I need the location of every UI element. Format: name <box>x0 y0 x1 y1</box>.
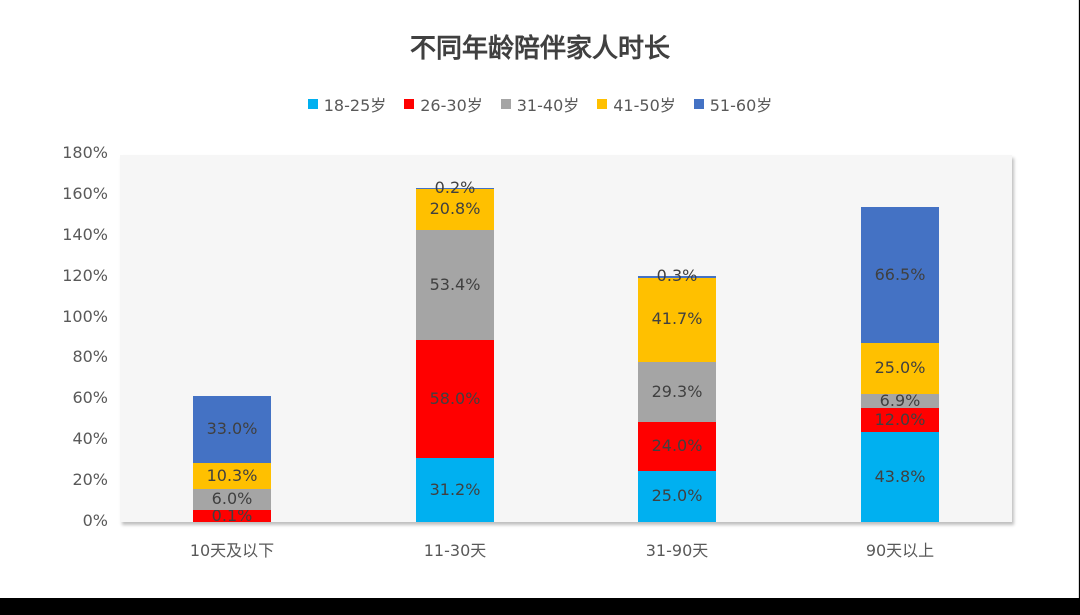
bar-segment <box>861 407 939 433</box>
legend-swatch-icon <box>404 99 415 109</box>
legend-swatch-icon <box>500 99 511 109</box>
bar-segment <box>416 187 494 190</box>
x-tick-label: 11-30天 <box>423 541 487 560</box>
bar-segment <box>416 187 494 231</box>
y-tick-label: 20% <box>72 470 108 490</box>
data-label: 66.5% <box>874 264 926 284</box>
data-label: 10.3% <box>206 465 258 485</box>
data-label: 43.8% <box>874 467 926 487</box>
legend-item: 51-60岁 <box>693 92 773 116</box>
legend-swatch-icon <box>693 99 704 109</box>
bar-segment <box>861 206 939 343</box>
legend: 18-25岁 26-30岁 31-40岁 41-50岁 51-60岁 <box>0 92 1080 116</box>
chart-title: 不同年龄陪伴家人时长 <box>409 34 670 64</box>
legend-item: 26-30岁 <box>404 92 483 116</box>
bar-segment <box>416 458 494 522</box>
data-label: 0.1% <box>211 505 253 525</box>
x-tick-label: 31-90天 <box>645 541 709 560</box>
bar-segment <box>638 470 716 522</box>
data-label: 33.0% <box>206 419 258 439</box>
bar-segment <box>638 276 716 278</box>
bar-segment <box>638 421 716 471</box>
legend-item: 41-50岁 <box>597 92 676 116</box>
legend-label: 26-30岁 <box>420 96 483 115</box>
x-tick-label: 90天以上 <box>865 541 935 560</box>
legend-label: 31-40岁 <box>516 96 580 115</box>
data-label: 41.7% <box>651 309 703 329</box>
y-tick-label: 80% <box>72 347 108 367</box>
bar-segment <box>861 432 939 522</box>
bar-segment <box>861 342 939 394</box>
bar-segment <box>193 395 271 464</box>
y-tick-label: 140% <box>62 224 108 244</box>
bar-segment <box>638 276 716 362</box>
data-label: 31.2% <box>429 480 481 500</box>
legend-swatch-icon <box>597 99 608 109</box>
y-tick-label: 0% <box>82 511 108 530</box>
data-label: 20.8% <box>429 199 481 219</box>
legend-label: 51-60岁 <box>709 96 773 115</box>
data-label: 53.4% <box>429 275 481 295</box>
data-label: 25.0% <box>874 358 926 378</box>
data-label: 0.2% <box>434 177 476 197</box>
y-tick-label: 160% <box>62 183 108 203</box>
y-tick-label: 180% <box>62 143 108 162</box>
bar-segment <box>416 339 494 459</box>
bar-segment <box>861 393 939 408</box>
legend-item: 31-40岁 <box>500 92 580 116</box>
data-label: 25.0% <box>651 486 703 506</box>
data-label: 12.0% <box>874 410 926 430</box>
bar-segment <box>638 361 716 422</box>
data-label: 6.9% <box>879 390 921 410</box>
data-label: 6.0% <box>211 489 253 509</box>
x-tick-label: 10天及以下 <box>189 541 275 560</box>
legend-swatch-icon <box>307 99 318 109</box>
y-tick-label: 40% <box>72 429 108 449</box>
data-label: 58.0% <box>429 388 481 408</box>
legend-item: 18-25岁 <box>307 92 387 116</box>
bar-segment <box>193 463 271 489</box>
y-tick-label: 60% <box>72 388 108 408</box>
bar-segment <box>193 488 271 510</box>
legend-label: 41-50岁 <box>613 96 676 115</box>
bar-segment <box>193 509 271 522</box>
bar-segment <box>416 230 494 340</box>
legend-label: 18-25岁 <box>323 96 387 115</box>
data-label: 0.3% <box>656 266 698 286</box>
data-label: 24.0% <box>651 436 703 456</box>
y-tick-label: 100% <box>62 306 108 326</box>
data-label: 29.3% <box>651 381 703 401</box>
y-tick-label: 120% <box>62 265 108 285</box>
